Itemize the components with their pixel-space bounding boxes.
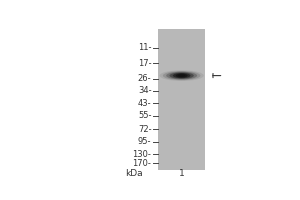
Text: 72-: 72- [138,125,152,134]
Text: 43-: 43- [138,99,152,108]
Text: 55-: 55- [138,111,152,120]
Text: 11-: 11- [138,43,152,52]
Ellipse shape [166,72,197,79]
Text: 34-: 34- [138,86,152,95]
Text: 1: 1 [179,169,184,178]
Ellipse shape [160,70,204,81]
Text: kDa: kDa [125,169,143,178]
Ellipse shape [178,74,185,77]
Ellipse shape [163,71,200,80]
Text: 95-: 95- [138,137,152,146]
Ellipse shape [173,73,190,78]
Text: 170-: 170- [133,159,152,168]
Text: 17-: 17- [138,59,152,68]
Text: 130-: 130- [133,150,152,159]
Bar [158,29,205,170]
Ellipse shape [176,74,188,78]
Ellipse shape [169,72,194,79]
Text: 26-: 26- [138,74,152,83]
